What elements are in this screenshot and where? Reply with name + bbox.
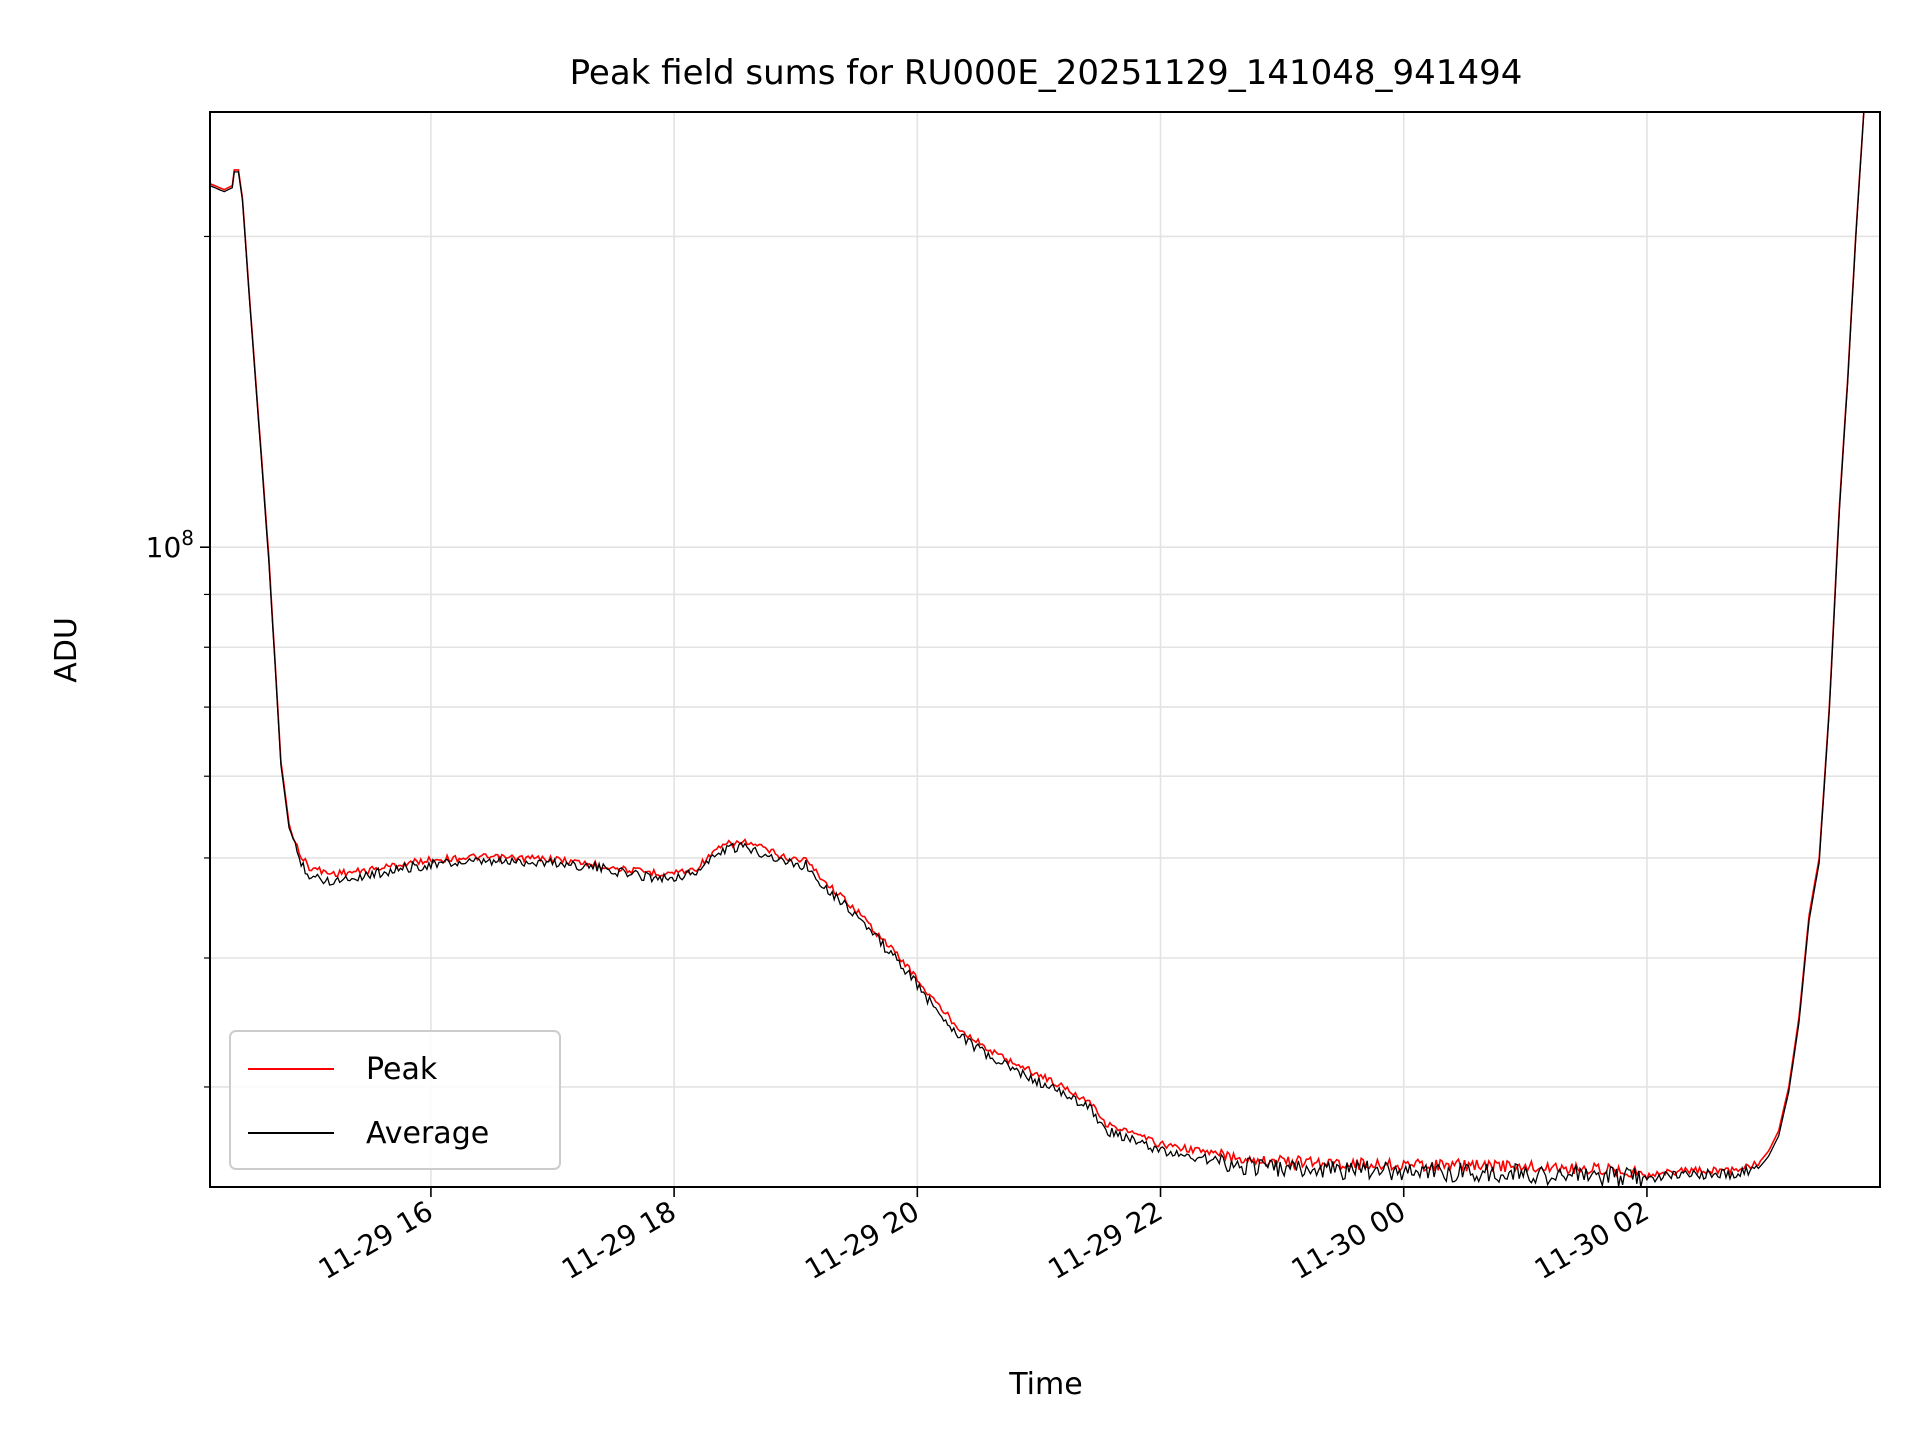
- y-axis: 108: [146, 235, 210, 1088]
- y-axis-label: ADU: [49, 617, 84, 683]
- series-layer: [209, 111, 1865, 1188]
- plot-area-frame: [209, 111, 1881, 1188]
- series-line-average: [209, 111, 1865, 1188]
- y-tick-label: 108: [146, 526, 194, 564]
- legend-box: [229, 1030, 561, 1170]
- legend: Peak Average: [229, 1030, 561, 1170]
- legend-label: Peak: [366, 1052, 438, 1087]
- legend-label: Average: [366, 1116, 489, 1151]
- x-axis-label: Time: [1008, 1367, 1082, 1402]
- series-line-peak: [209, 111, 1865, 1182]
- chart-title: Peak field sums for RU000E_20251129_1410…: [570, 53, 1523, 93]
